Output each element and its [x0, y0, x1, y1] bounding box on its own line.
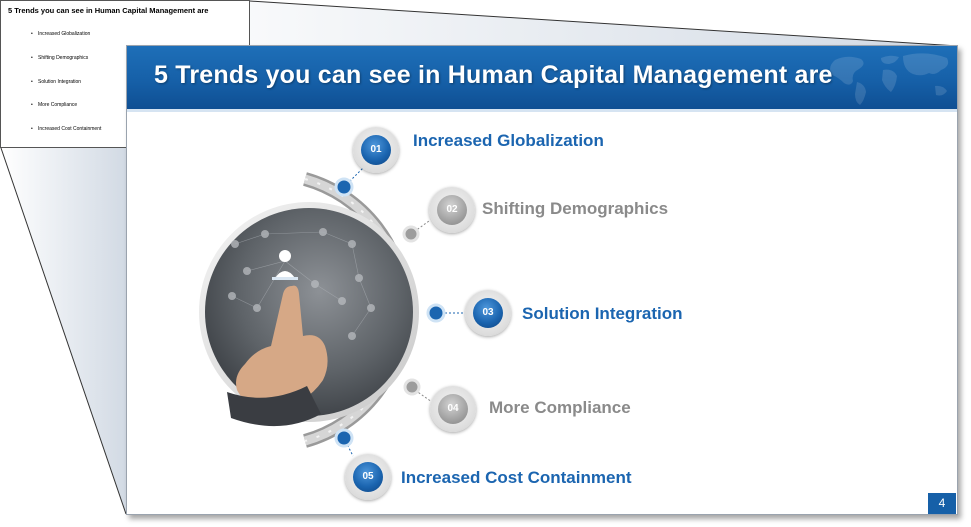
slide-header: 5 Trends you can see in Human Capital Ma…: [127, 46, 957, 109]
trend-number: 01: [361, 135, 391, 165]
trend-badge-05: 05: [345, 454, 391, 500]
thumbnail-item: Solution Integration: [31, 79, 81, 85]
arc-node-05: [334, 428, 354, 448]
connector-05: [343, 437, 354, 457]
arc-node-03: [426, 303, 446, 323]
trend-label: Increased Cost Containment: [401, 468, 632, 487]
hand-touch-image: [205, 208, 413, 427]
trend-badge-03: 03: [465, 290, 511, 336]
trend-badge-02: 02: [429, 187, 475, 233]
thumbnail-title: 5 Trends you can see in Human Capital Ma…: [8, 6, 209, 15]
connector-line-bottom: [0, 147, 127, 515]
trend-label: Solution Integration: [522, 304, 683, 323]
connector-fan-left: [1, 46, 126, 514]
thumbnail-item: Shifting Demographics: [31, 55, 88, 61]
arc-node-04: [403, 378, 421, 396]
arc-node-01: [334, 177, 354, 197]
trend-number: 05: [353, 462, 383, 492]
thumbnail-item: More Compliance: [31, 102, 77, 108]
slide-title: 5 Trends you can see in Human Capital Ma…: [154, 61, 833, 89]
trend-label: Increased Globalization: [413, 131, 604, 150]
connector-line-top: [249, 0, 959, 47]
world-map-icon: [830, 53, 949, 105]
thumbnail-item: Increased Cost Containment: [31, 126, 101, 132]
header-divider: [127, 109, 957, 112]
page-number: 4: [928, 493, 956, 514]
trend-badge-04: 04: [430, 386, 476, 432]
connector-fan-top: [126, 1, 958, 46]
slide[interactable]: 5 Trends you can see in Human Capital Ma…: [126, 45, 958, 515]
trends-diagram: [199, 165, 465, 457]
trend-label: More Compliance: [489, 398, 631, 417]
thumbnail-item: Increased Globalization: [31, 31, 90, 37]
trend-badge-01: 01: [353, 127, 399, 173]
trend-number: 02: [437, 195, 467, 225]
trend-number: 03: [473, 298, 503, 328]
timeline-arc-ticks: [304, 178, 406, 442]
trend-label: Shifting Demographics: [482, 199, 669, 218]
trend-number: 04: [438, 394, 468, 424]
arc-node-02: [402, 225, 420, 243]
